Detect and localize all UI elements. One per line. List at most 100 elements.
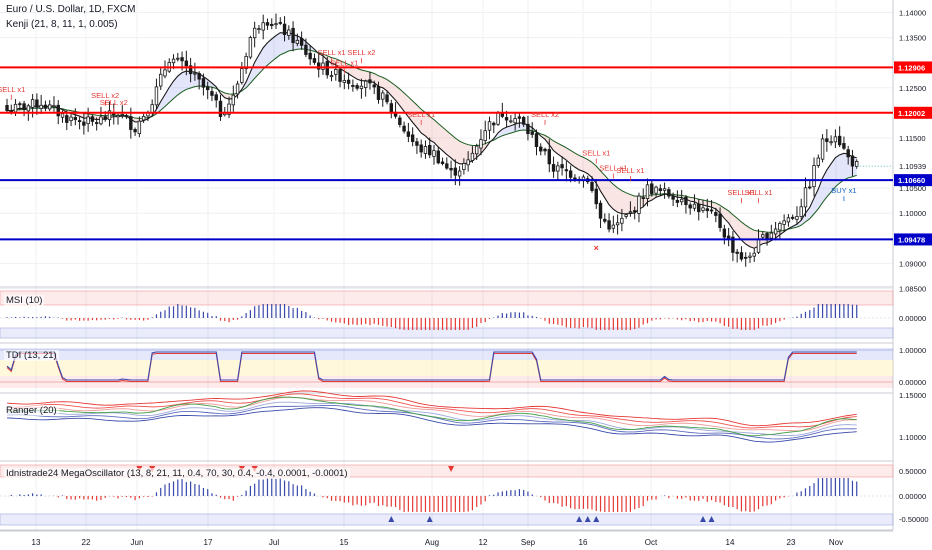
candle-body xyxy=(346,79,351,84)
candle-body xyxy=(603,218,607,222)
kenji-cloud xyxy=(566,147,571,164)
candle-body xyxy=(432,150,436,157)
candle-body xyxy=(778,223,782,231)
kenji-cloud xyxy=(698,199,704,205)
candle-body xyxy=(688,204,692,209)
mega-buy-arrow xyxy=(584,516,591,522)
ranger-band-line xyxy=(6,393,857,429)
x-tick-label: Nov xyxy=(829,538,843,547)
candle-body xyxy=(590,181,594,191)
ranger-panel-label: Ranger (20) xyxy=(4,405,59,416)
kenji-cloud xyxy=(839,153,844,184)
level-price-label: 1.12002 xyxy=(898,109,925,118)
candle-body xyxy=(5,105,9,111)
candle-body xyxy=(739,252,744,260)
candle-body xyxy=(573,177,577,180)
x-tick-label: Jun xyxy=(131,538,144,547)
signal-x-marker: × xyxy=(594,243,599,253)
kenji-cloud xyxy=(609,180,614,210)
candle-body xyxy=(543,148,547,152)
candle-body xyxy=(509,120,513,123)
candle-body xyxy=(60,113,65,118)
kenji-cloud xyxy=(809,198,815,219)
candle-body xyxy=(534,133,539,147)
candle-body xyxy=(359,85,364,89)
x-tick-label: Aug xyxy=(425,538,439,547)
x-tick-label: 22 xyxy=(82,538,91,547)
candle-body xyxy=(402,125,406,132)
kenji-cloud xyxy=(510,124,516,134)
candle-body xyxy=(517,116,522,119)
candle-body xyxy=(453,167,458,176)
candle-body xyxy=(39,104,43,109)
candle-body xyxy=(850,155,855,167)
ranger-tick-label: 1.15000 xyxy=(899,391,926,400)
signal-label: BUY x1 xyxy=(831,186,856,195)
candle-body xyxy=(227,103,231,115)
kenji-cloud xyxy=(630,194,635,214)
mega-buy-arrow xyxy=(700,516,707,522)
mega-panel-label: Idnistrade24 MegaOscillator (13, 8, 21, … xyxy=(4,468,350,479)
tdi-mid-zone xyxy=(0,360,893,376)
candle-body xyxy=(30,99,35,108)
level-price-tag xyxy=(894,174,932,187)
candle-body xyxy=(790,216,795,219)
level-price-label: 1.09478 xyxy=(898,235,925,244)
candle-body xyxy=(496,112,500,125)
kenji-cloud xyxy=(404,92,409,117)
candle-body xyxy=(278,22,282,24)
kenji-cloud xyxy=(720,205,725,219)
price-tick-label: 1.11500 xyxy=(899,134,926,143)
candle-body xyxy=(419,144,423,153)
candle-body xyxy=(210,91,214,96)
candle-body xyxy=(295,39,300,44)
kenji-cloud xyxy=(177,72,183,95)
kenji-cloud xyxy=(357,68,362,81)
candle-body xyxy=(415,141,419,146)
kenji-cloud xyxy=(284,32,289,54)
candle-body xyxy=(662,188,667,191)
candle-body xyxy=(474,145,479,155)
candle-body xyxy=(176,57,180,60)
kenji-cloud xyxy=(263,42,268,70)
kenji-cloud xyxy=(276,32,281,59)
kenji-cloud xyxy=(617,187,622,214)
candle-body xyxy=(671,196,675,200)
x-tick-label: 23 xyxy=(787,538,796,547)
candle-body xyxy=(26,105,31,112)
candle-body xyxy=(205,86,210,91)
candle-body xyxy=(445,163,449,169)
candle-body xyxy=(214,94,218,101)
candle-body xyxy=(773,228,778,235)
kenji-cloud xyxy=(455,138,460,164)
candle-body xyxy=(756,238,761,253)
candle-body xyxy=(171,58,176,64)
kenji-cloud xyxy=(814,189,819,214)
candle-body xyxy=(658,188,663,191)
candle-body xyxy=(368,79,372,84)
kenji-cloud xyxy=(365,71,370,82)
candle-body xyxy=(641,197,645,200)
candle-body xyxy=(107,110,112,121)
candle-body xyxy=(65,115,69,123)
candle-body xyxy=(521,117,526,125)
kenji-cloud xyxy=(160,94,165,111)
candle-body xyxy=(18,103,22,106)
candle-body xyxy=(159,73,163,87)
ranger-tick-label: 1.10000 xyxy=(899,433,926,442)
candle-body xyxy=(287,29,291,36)
kenji-cloud xyxy=(604,175,610,205)
kenji-cloud xyxy=(352,66,358,80)
candle-body xyxy=(722,228,727,238)
candle-body xyxy=(726,235,731,239)
kenji-cloud xyxy=(843,153,849,180)
signal-label: SELL x1 xyxy=(330,59,358,68)
candle-body xyxy=(825,138,829,142)
kenji-cloud xyxy=(506,125,511,135)
candle-body xyxy=(748,255,752,258)
candle-body xyxy=(201,78,206,88)
kenji-cloud xyxy=(707,200,712,208)
mega-buy-arrow xyxy=(426,516,433,522)
level-price-tag xyxy=(894,233,932,246)
